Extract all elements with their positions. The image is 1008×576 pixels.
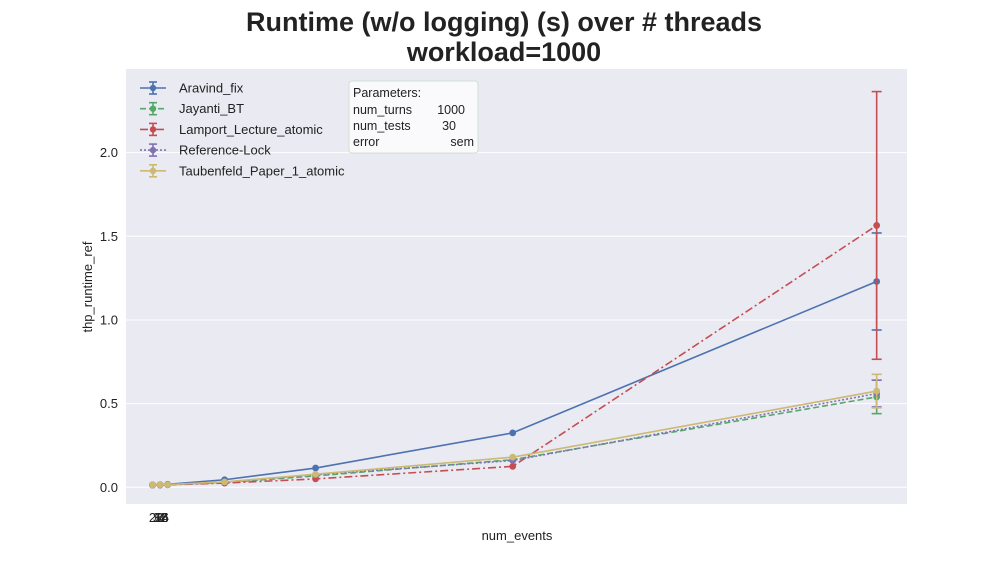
legend-item: Reference-Lock	[140, 143, 271, 158]
param-value-num-tests: 30	[442, 119, 456, 133]
param-key-num-turns: num_turns	[353, 103, 412, 117]
legend-item: Jayanti_BT	[140, 101, 244, 116]
data-point	[873, 387, 881, 395]
x-tick-label: 32	[153, 510, 167, 525]
legend-marker	[149, 146, 157, 154]
data-point	[509, 462, 517, 470]
series-Taubenfeld_Paper_1_atomic	[149, 373, 882, 489]
legend-marker	[149, 167, 157, 174]
data-point	[509, 453, 517, 461]
grid-lines	[126, 152, 907, 488]
y-tick-label: 1.5	[100, 229, 118, 244]
legend-label: Aravind_fix	[179, 81, 244, 96]
y-axis-label: thp_runtime_ref	[80, 241, 95, 332]
y-tick-label: 0.0	[100, 480, 118, 495]
series-group	[149, 90, 882, 489]
data-point	[312, 470, 319, 478]
x-tick-label: 4	[158, 510, 165, 525]
x-tick-label: 16	[154, 510, 168, 525]
legend: Aravind_fix Jayanti_BT Lamport_Lecture_ato…	[140, 81, 345, 178]
legend-marker	[149, 84, 157, 92]
chart-title-line2: workload=1000	[406, 37, 601, 67]
param-key-num-tests: num_tests	[353, 119, 411, 133]
param-value-num-turns: 1000	[437, 103, 465, 117]
y-tick-label: 2.0	[100, 145, 118, 160]
data-point	[509, 429, 517, 437]
chart-title-line1: Runtime (w/o logging) (s) over # threads	[246, 7, 762, 37]
data-point	[149, 481, 156, 489]
y-tick-label: 1.0	[100, 312, 118, 327]
legend-marker	[149, 105, 157, 112]
parameters-box: Parameters: num_turns 1000 num_tests 30 …	[348, 80, 479, 154]
data-point	[164, 481, 172, 488]
y-tick-label: 0.5	[100, 396, 118, 411]
x-tick-label: 64	[154, 510, 168, 525]
data-point	[156, 481, 164, 489]
legend-item: Taubenfeld_Paper_1_atomic	[140, 163, 345, 178]
legend-label: Jayanti_BT	[179, 101, 244, 116]
data-point	[312, 464, 319, 472]
legend-item: Aravind_fix	[140, 81, 244, 96]
x-axis-label: num_events	[482, 528, 553, 543]
legend-label: Taubenfeld_Paper_1_atomic	[179, 163, 345, 178]
x-tick-label: 8	[157, 510, 164, 525]
data-point	[873, 222, 881, 229]
y-tick-labels: 0.0 0.5 1.0 1.5 2.0	[100, 145, 118, 495]
legend-label: Reference-Lock	[179, 143, 271, 158]
parameters-box-frame	[348, 80, 479, 154]
legend-item: Lamport_Lecture_atomic	[140, 122, 323, 137]
data-point	[221, 478, 228, 486]
legend-label: Lamport_Lecture_atomic	[179, 122, 323, 137]
param-value-error: sem	[450, 135, 474, 149]
parameters-heading: Parameters:	[353, 86, 421, 100]
legend-marker	[149, 126, 157, 133]
param-key-error: error	[353, 135, 379, 149]
x-tick-label: 2	[149, 510, 156, 525]
